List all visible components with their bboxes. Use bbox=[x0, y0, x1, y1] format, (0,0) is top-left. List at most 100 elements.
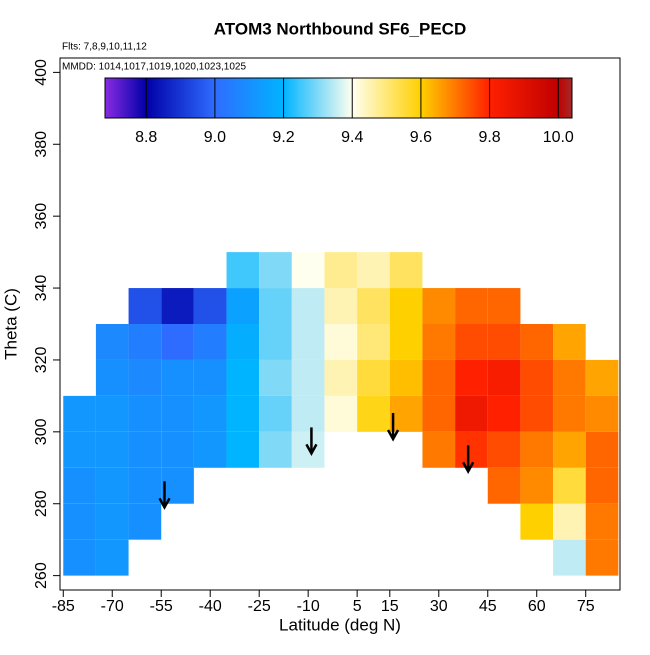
heat-cell bbox=[455, 324, 488, 360]
x-tick-label: -25 bbox=[248, 598, 271, 615]
heat-cell bbox=[520, 359, 554, 396]
colorbar-tick-label: 9.2 bbox=[272, 129, 294, 146]
heat-cell bbox=[487, 359, 521, 396]
heat-cell bbox=[193, 359, 227, 396]
heat-cell bbox=[259, 359, 292, 396]
heat-cell bbox=[585, 359, 619, 396]
heat-cell bbox=[128, 395, 162, 432]
heat-cell bbox=[520, 503, 554, 540]
y-tick-label: 360 bbox=[33, 203, 50, 230]
heat-cell bbox=[455, 359, 488, 396]
heat-cell bbox=[95, 503, 129, 540]
heat-cell bbox=[128, 359, 162, 396]
heat-cell bbox=[226, 324, 260, 360]
x-tick-label: 15 bbox=[381, 598, 399, 615]
arrow-head bbox=[462, 461, 475, 474]
x-tick-label: 30 bbox=[430, 598, 448, 615]
y-tick-label: 400 bbox=[33, 59, 50, 86]
heat-cell bbox=[422, 431, 456, 468]
heat-cell bbox=[161, 431, 194, 468]
heat-cell bbox=[226, 395, 260, 432]
heat-cell bbox=[95, 431, 129, 468]
heat-cell bbox=[324, 395, 358, 432]
heat-cell bbox=[487, 324, 521, 360]
heat-cell bbox=[585, 467, 619, 504]
colorbar-tick-label: 9.4 bbox=[341, 129, 363, 146]
heat-cell bbox=[487, 467, 521, 504]
heat-cell bbox=[553, 431, 586, 468]
heat-cell bbox=[259, 395, 292, 432]
heat-cell bbox=[520, 324, 554, 360]
heat-cell bbox=[128, 431, 162, 468]
arrow-head bbox=[386, 429, 400, 442]
heat-cell bbox=[63, 395, 96, 432]
heat-cell bbox=[226, 288, 260, 324]
heat-cell bbox=[553, 324, 586, 360]
heat-cell bbox=[193, 324, 227, 360]
heat-cell bbox=[95, 324, 129, 360]
heat-cell bbox=[520, 395, 554, 432]
heat-cell bbox=[585, 431, 619, 468]
heat-cell bbox=[161, 288, 194, 324]
heat-cell bbox=[63, 539, 96, 576]
chart-title: ATOM3 Northbound SF6_PECD bbox=[214, 19, 467, 38]
heat-cell bbox=[161, 359, 194, 396]
heat-cell bbox=[357, 252, 390, 289]
colorbar-tick-label: 9.8 bbox=[478, 129, 500, 146]
heat-cell bbox=[585, 539, 619, 576]
heat-cell bbox=[259, 288, 292, 324]
annotation: Flts: 7,8,9,10,11,12 bbox=[62, 42, 147, 53]
heat-cell bbox=[422, 359, 456, 396]
y-tick-label: 380 bbox=[33, 131, 50, 158]
y-tick-label: 320 bbox=[33, 347, 50, 374]
plot-frame bbox=[59, 57, 621, 591]
colorbar-tick-label: 9.0 bbox=[204, 129, 226, 146]
heat-cell bbox=[161, 324, 194, 360]
x-tick-label: 45 bbox=[479, 598, 497, 615]
y-tick-label: 280 bbox=[33, 490, 50, 517]
colorbar-tick-label: 9.6 bbox=[410, 129, 432, 146]
heat-cell bbox=[193, 431, 227, 468]
x-axis-label: Latitude (deg N) bbox=[279, 615, 401, 634]
heat-cell bbox=[226, 359, 260, 396]
heat-cell bbox=[487, 288, 521, 324]
heat-cell bbox=[553, 467, 586, 504]
heat-cell bbox=[324, 359, 358, 396]
heat-cell bbox=[63, 431, 96, 468]
heat-cell bbox=[226, 431, 260, 468]
heat-cell bbox=[455, 288, 488, 324]
heat-cell bbox=[585, 503, 619, 540]
heat-cell bbox=[422, 324, 456, 360]
heat-cell bbox=[128, 324, 162, 360]
heat-cell bbox=[193, 288, 227, 324]
arrow bbox=[462, 445, 475, 474]
colorbar bbox=[104, 77, 573, 119]
heat-cell bbox=[553, 503, 586, 540]
heat-cell bbox=[357, 359, 390, 396]
arrow bbox=[305, 427, 318, 456]
colorbar-tick-label: 8.8 bbox=[135, 129, 157, 146]
x-tick-label: 75 bbox=[577, 598, 595, 615]
heat-cell bbox=[324, 252, 358, 289]
heat-cell bbox=[161, 395, 194, 432]
heat-cell bbox=[259, 324, 292, 360]
x-tick-label: 5 bbox=[353, 598, 362, 615]
heat-cell bbox=[389, 395, 423, 432]
x-tick-label: -70 bbox=[101, 598, 124, 615]
colorbar-tick-label: 10.0 bbox=[543, 129, 574, 146]
x-tick-label: -40 bbox=[199, 598, 222, 615]
heat-cell bbox=[291, 324, 325, 360]
heat-cell bbox=[520, 467, 554, 504]
heat-cell bbox=[487, 395, 521, 432]
heat-cell bbox=[259, 252, 292, 289]
heat-cell bbox=[128, 467, 162, 504]
heat-cell bbox=[63, 503, 96, 540]
heat-cell bbox=[389, 359, 423, 396]
heat-cell bbox=[324, 288, 358, 324]
heat-cell bbox=[357, 324, 390, 360]
heat-cell bbox=[95, 467, 129, 504]
heat-cell bbox=[389, 324, 423, 360]
heat-cell bbox=[291, 395, 325, 432]
heat-cell bbox=[63, 467, 96, 504]
heat-cell bbox=[259, 431, 292, 468]
